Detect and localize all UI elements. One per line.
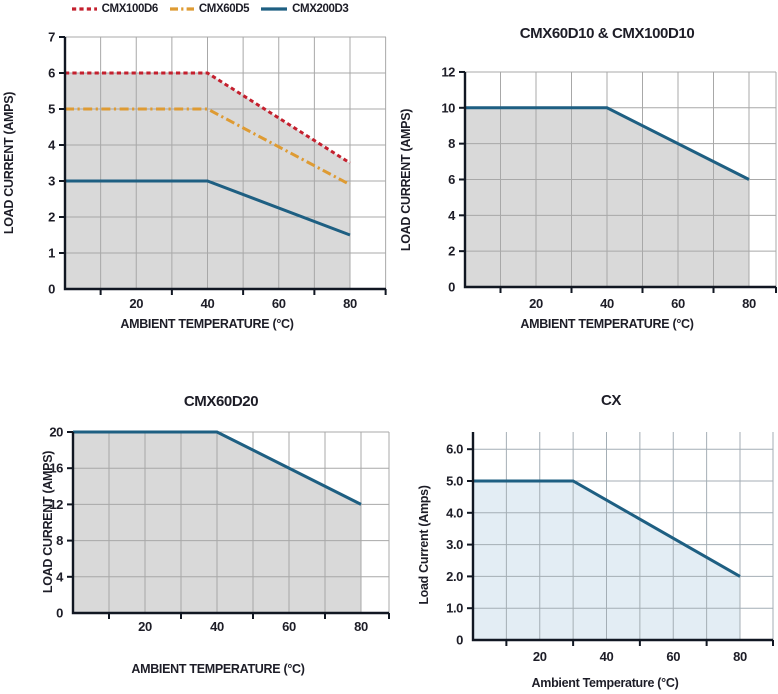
- y-tick-label: 10: [441, 100, 455, 115]
- chart-title: CX: [601, 392, 621, 409]
- plot-area: 0 1 2 3 4 5 6 7 20 40 60 80: [48, 30, 387, 311]
- y-tick-label: 6: [48, 66, 55, 81]
- y-tick-label: 16: [49, 461, 63, 476]
- y-tick-label: 3: [48, 174, 55, 189]
- chart-title: CMX60D10 & CMX100D10: [520, 25, 695, 42]
- x-tick-label: 40: [600, 296, 614, 311]
- chart-cx: CX 0 1.0 2.0 3.0 4.0 5.0 6.0 20 40 60 80 Load Curr…: [417, 392, 774, 690]
- y-tick-label: 2.0: [446, 569, 463, 584]
- x-axis-label: Ambient Temperature (°C): [532, 676, 679, 690]
- x-tick-label: 80: [354, 619, 368, 634]
- legend-label: CMX100D6: [101, 3, 159, 15]
- plot-area: 0 1.0 2.0 3.0 4.0 5.0 6.0 20 40 60 80: [446, 432, 774, 664]
- plot-area: 0 2 4 6 8 10 12 20 40 60 80: [441, 64, 777, 311]
- y-tick-label: 12: [49, 497, 63, 512]
- x-tick-label: 20: [138, 619, 152, 634]
- y-tick-label: 3.0: [446, 537, 463, 552]
- y-axis-label: LOAD CURRENT (AMPS): [399, 109, 413, 251]
- x-axis-label: AMBIENT TEMPERATURE (°C): [131, 662, 304, 676]
- y-axis-label: LOAD CURRENT (AMPS): [41, 451, 55, 593]
- series-line: [473, 479, 741, 578]
- y-tick-label: 6: [448, 172, 455, 187]
- legend: CMX100D6 CMX60D5 CMX200D3: [55, 1, 365, 17]
- y-tick-label: 5.0: [446, 474, 463, 489]
- axes: [63, 37, 386, 291]
- dashdot-line-swatch-icon: [169, 7, 194, 11]
- chart-cmx100d6-cmx60d5-cmx200d3: 0 1 2 3 4 5 6 7 20 40 60 80 LOAD CURRENT (AMPS) AMB…: [2, 30, 387, 331]
- y-axis-label: Load Current (Amps): [417, 485, 431, 604]
- chart-cmx60d10-cmx100d10: CMX60D10 & CMX100D10 0 2 4 6 8 10 12 20 40 60 80 L…: [399, 25, 777, 331]
- y-tick-label: 0: [448, 280, 455, 295]
- legend-label: CMX60D5: [198, 3, 250, 15]
- y-tick-label: 7: [48, 30, 55, 45]
- series-line: [65, 107, 351, 186]
- x-tick-label: 80: [742, 296, 756, 311]
- series-line: [465, 106, 750, 181]
- y-tick-label: 1.0: [446, 601, 463, 616]
- y-tick-label: 0: [48, 282, 55, 297]
- legend-item-cmx60d5: CMX60D5: [169, 3, 250, 15]
- axes: [71, 432, 389, 615]
- x-tick-label: 60: [282, 619, 296, 634]
- y-tick-label: 0: [56, 606, 63, 621]
- y-tick-label: 4: [448, 208, 456, 223]
- x-tick-label: 20: [129, 296, 143, 311]
- chart-title: CMX60D20: [184, 393, 258, 410]
- x-tick-label: 40: [600, 649, 614, 664]
- y-tick-label: 6.0: [446, 442, 463, 457]
- x-tick-label: 40: [210, 619, 224, 634]
- legend-item-cmx100d6: CMX100D6: [71, 3, 159, 15]
- x-axis-label: AMBIENT TEMPERATURE (°C): [120, 317, 293, 331]
- legend-label: CMX200D3: [292, 3, 349, 15]
- series-line: [65, 71, 351, 165]
- legend-item-cmx200d3: CMX200D3: [261, 3, 349, 15]
- y-tick-label: 5: [48, 102, 55, 117]
- x-tick-label: 60: [671, 296, 685, 311]
- x-tick-label: 60: [272, 296, 286, 311]
- y-tick-label: 1: [48, 246, 55, 261]
- x-tick-label: 80: [733, 649, 747, 664]
- y-tick-label: 4: [56, 569, 64, 584]
- axes: [471, 432, 773, 642]
- y-tick-label: 4.0: [446, 505, 463, 520]
- dashed-line-swatch-icon: [71, 7, 97, 11]
- y-tick-label: 2: [448, 244, 455, 259]
- x-tick-label: 20: [529, 296, 543, 311]
- plot-area: 0 4 8 12 16 20 20 40 60 80: [49, 425, 390, 634]
- solid-line-swatch-icon: [261, 7, 288, 11]
- y-tick-label: 2: [48, 210, 55, 225]
- y-tick-label: 12: [441, 64, 455, 79]
- y-tick-label: 0: [456, 633, 463, 648]
- y-tick-label: 4: [48, 138, 56, 153]
- y-tick-label: 8: [56, 533, 63, 548]
- series-line: [65, 179, 351, 237]
- y-axis-label: LOAD CURRENT (AMPS): [2, 92, 16, 234]
- y-tick-label: 20: [49, 425, 63, 440]
- y-tick-label: 8: [448, 136, 455, 151]
- x-tick-label: 40: [201, 296, 215, 311]
- x-axis-label: AMBIENT TEMPERATURE (°C): [520, 317, 693, 331]
- x-tick-label: 60: [666, 649, 680, 664]
- x-tick-label: 80: [343, 296, 357, 311]
- chart-cmx60d20: CMX60D20 0 4 8 12 16 20 20 40 60 80 LOAD CURRENT …: [41, 393, 390, 676]
- x-tick-label: 20: [533, 649, 547, 664]
- series-line: [73, 430, 362, 506]
